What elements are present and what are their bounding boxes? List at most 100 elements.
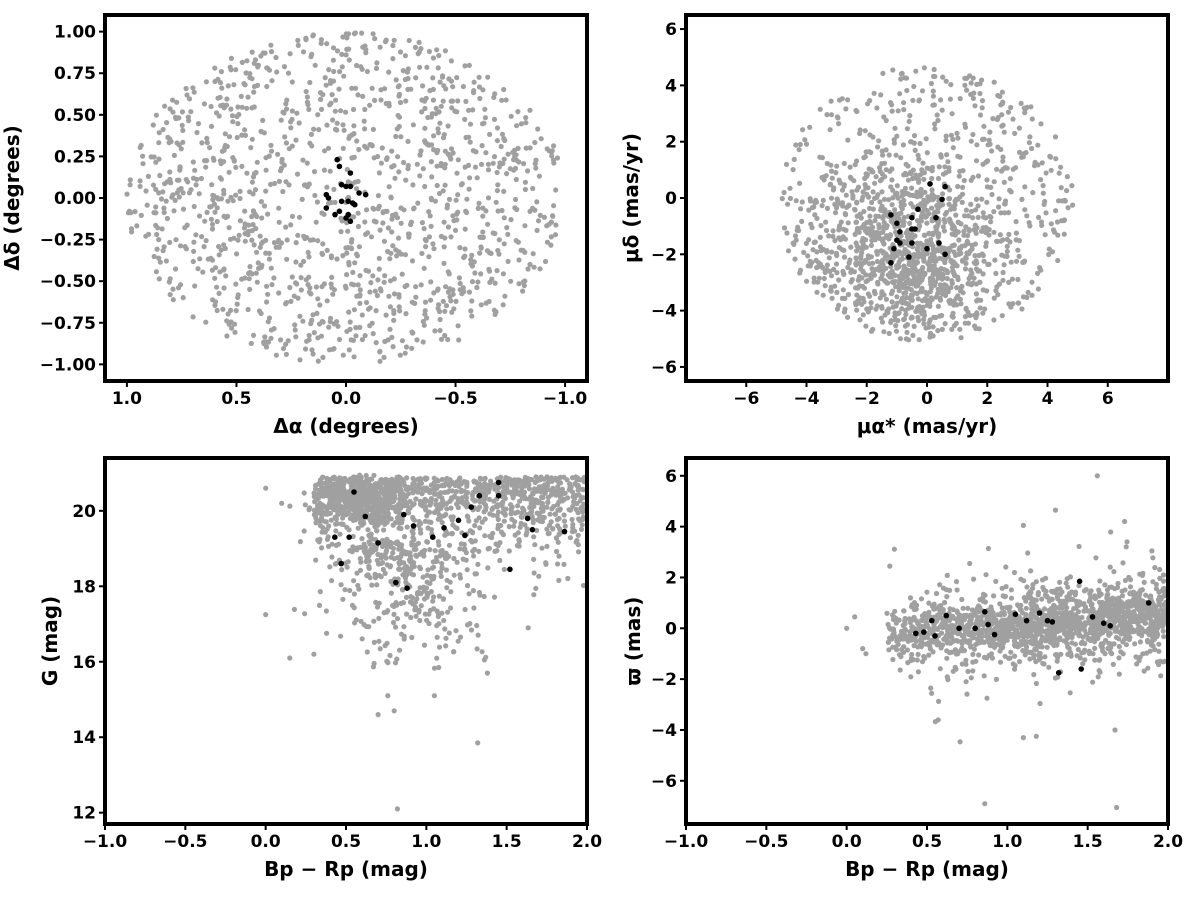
sky-field-star — [475, 205, 481, 211]
sky-field-star — [485, 221, 491, 227]
pm-field-star — [867, 226, 873, 232]
cmd-y-tick-label: 18 — [72, 577, 96, 597]
cmd-field-star — [439, 560, 445, 567]
pm-field-star — [1001, 179, 1007, 185]
sky-field-star — [477, 250, 483, 256]
cmd-field-star — [375, 712, 381, 718]
pm-field-star — [784, 230, 790, 236]
pm-field-star — [903, 311, 909, 317]
cmd-field-star — [570, 503, 576, 509]
cmd-field-star — [349, 602, 356, 609]
sky-field-star — [261, 203, 268, 209]
sky-field-star — [373, 308, 379, 314]
pm-field-star — [810, 247, 816, 253]
sky-field-star — [548, 234, 554, 240]
cmd-field-star — [326, 490, 333, 496]
sky-field-star — [164, 120, 170, 126]
sky-field-star — [351, 154, 357, 160]
sky-field-star — [304, 99, 310, 105]
pm-field-star — [973, 158, 980, 164]
pm-field-star — [875, 281, 881, 287]
pm-field-star — [1069, 183, 1075, 189]
sky-field-star — [200, 269, 206, 275]
pm-field-star — [933, 229, 940, 235]
sky-members — [323, 156, 369, 225]
parallax-field-star — [1008, 595, 1015, 601]
sky-field-star — [334, 127, 340, 133]
sky-field-star — [442, 148, 448, 154]
sky-field-star — [207, 145, 213, 151]
pm-field-star — [839, 200, 846, 206]
sky-field-star — [303, 35, 309, 41]
pm-field-star — [787, 195, 794, 201]
cmd-field-star — [569, 516, 575, 523]
parallax-field-star — [891, 546, 898, 552]
sky-field-star — [392, 175, 398, 181]
cmd-field-star — [521, 489, 528, 495]
cmd-field-star — [355, 582, 361, 589]
pm-field-star — [879, 319, 886, 325]
cmd-field-star — [557, 530, 563, 536]
cmd-field-star — [469, 539, 475, 545]
cmd-field-star — [444, 585, 450, 591]
pm-field-star — [898, 155, 904, 161]
pm-field-star — [861, 208, 867, 215]
sky-field-star — [286, 182, 292, 188]
sky-field-star — [448, 98, 454, 104]
pm-field-star — [924, 238, 930, 244]
pm-field-star — [831, 185, 837, 191]
sky-field-star — [324, 41, 330, 47]
pm-field-star — [946, 298, 952, 304]
pm-field-star — [890, 67, 896, 73]
pm-field-star — [1019, 196, 1025, 202]
pm-field-star — [980, 136, 986, 142]
sky-y-tick-label: −0.50 — [40, 272, 96, 292]
pm-field-star — [905, 163, 911, 169]
sky-field-star — [164, 215, 170, 222]
cmd-field-star — [361, 496, 367, 502]
sky-field-star — [160, 248, 166, 254]
sky-field-star — [491, 116, 498, 122]
sky-field-star — [510, 149, 516, 155]
pm-field-star — [877, 295, 883, 301]
sky-field-star — [434, 47, 440, 53]
sky-field-star — [455, 323, 461, 329]
sky-field-star — [434, 287, 441, 293]
cmd-field-star — [397, 566, 403, 573]
cmd-field-star — [390, 619, 397, 626]
cmd-field-star — [534, 510, 540, 516]
cmd-member-point — [362, 513, 369, 520]
sky-field-star — [322, 148, 328, 154]
cmd-field-star — [404, 611, 410, 617]
pm-field-star — [1029, 116, 1035, 122]
cmd-field-star — [517, 498, 523, 504]
cmd-field-star — [555, 539, 561, 545]
pm-field-star — [999, 252, 1005, 258]
sky-member-point — [347, 170, 354, 176]
sky-field-star — [140, 161, 146, 167]
sky-field-star — [190, 85, 196, 91]
sky-field-star — [211, 201, 217, 207]
sky-field-star — [195, 121, 202, 127]
pm-field-star — [811, 239, 817, 246]
cmd-field-star — [552, 511, 559, 517]
sky-field-star — [462, 116, 468, 122]
cmd-field-star — [330, 485, 336, 491]
pm-field-star — [874, 105, 880, 111]
cmd-field-star — [495, 516, 501, 523]
sky-field-star — [339, 218, 345, 224]
pm-field-star — [817, 234, 823, 240]
sky-field-star — [249, 105, 255, 111]
sky-field-star — [306, 337, 312, 343]
sky-field-star — [478, 234, 484, 240]
cmd-field-star — [324, 482, 331, 489]
cmd-field-star — [528, 494, 534, 500]
cmd-field-star — [317, 500, 323, 506]
cmd-field-star — [451, 572, 457, 578]
pm-field-star — [855, 298, 861, 304]
sky-field-star — [203, 79, 209, 85]
pm-field-star — [916, 318, 922, 324]
cmd-member-point — [404, 585, 410, 591]
pm-field-star — [983, 229, 989, 235]
